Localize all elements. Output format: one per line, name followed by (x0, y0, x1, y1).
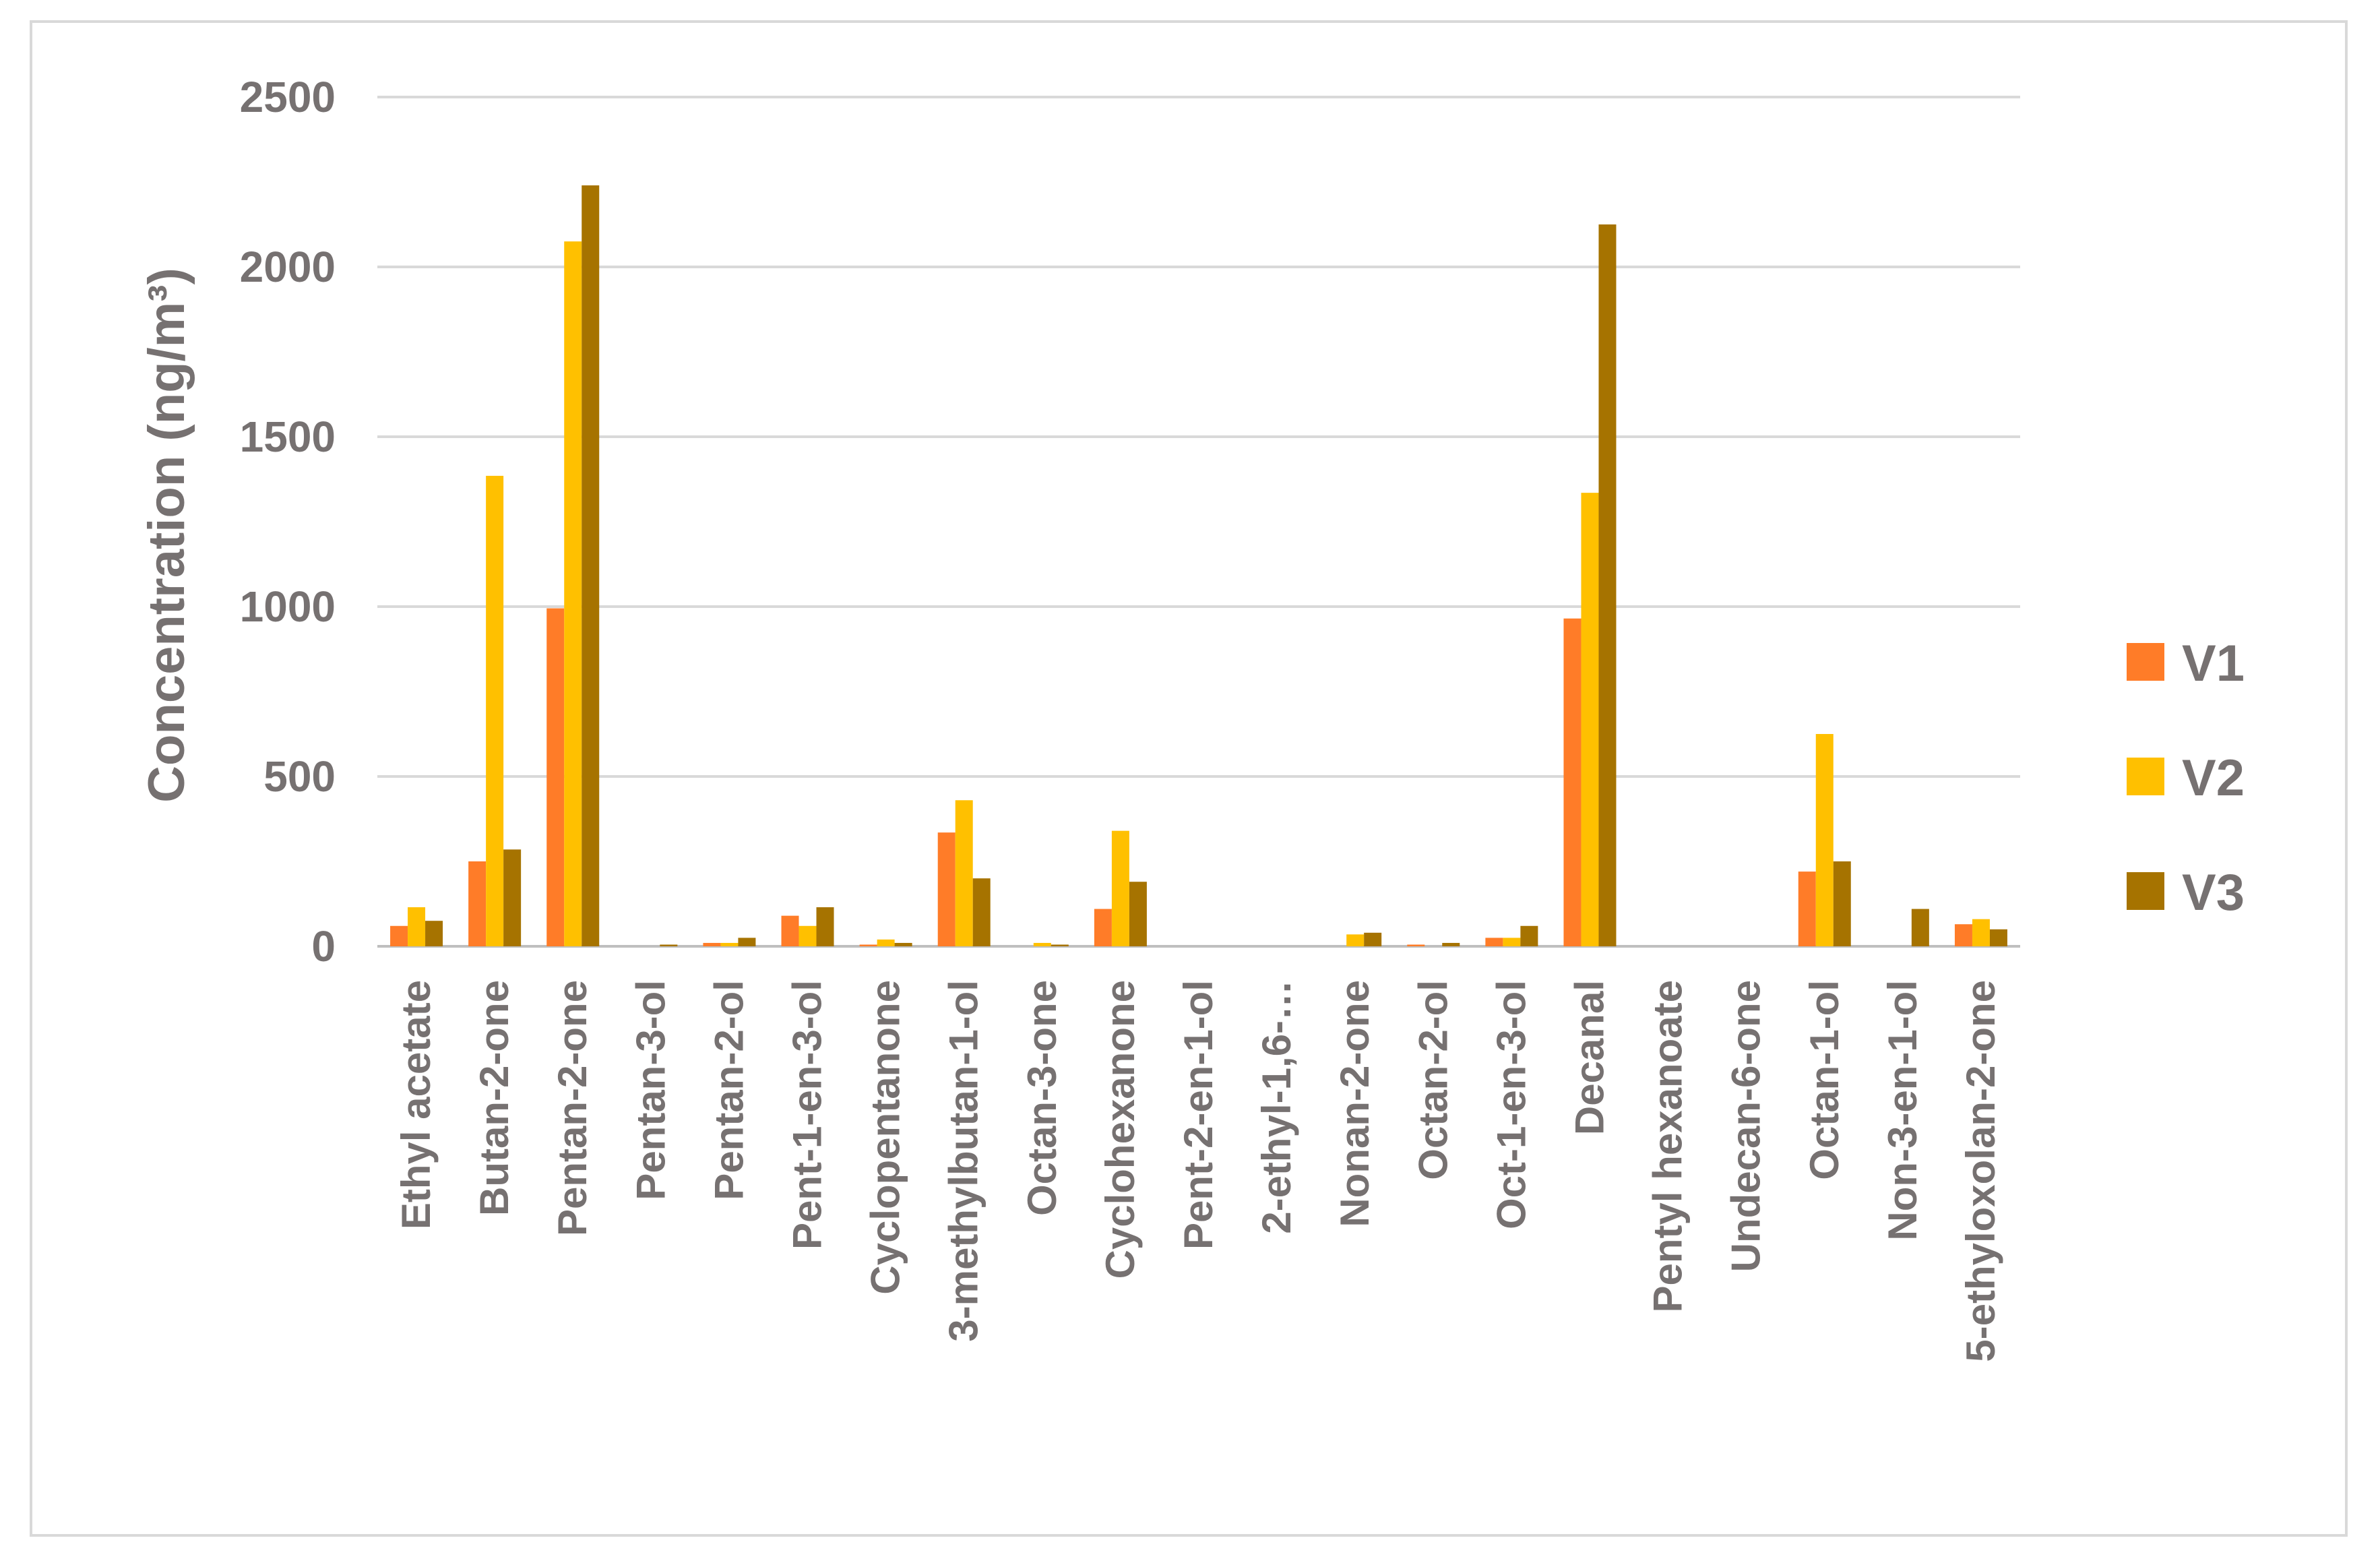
y-tick-label: 0 (311, 922, 336, 971)
bar-v1-9 (1094, 909, 1112, 946)
bar-v2-14 (1503, 938, 1521, 946)
x-tick-label: Pent-1-en-3-ol (785, 980, 830, 1250)
bar-v2-20 (1972, 919, 1990, 946)
bar-v1-18 (1798, 871, 1816, 946)
bar-v1-4 (703, 942, 721, 946)
bar-v2-6 (877, 939, 895, 946)
x-tick-label: Butan-2-one (472, 980, 517, 1216)
bar-v3-0 (425, 921, 443, 946)
legend-swatch-v1 (2127, 643, 2164, 681)
gridlines (377, 96, 2020, 948)
x-tick-label: 3-methylbutan-1-ol (941, 980, 987, 1342)
y-tick-label: 1500 (240, 412, 336, 461)
x-tick-label: Pentyl hexanoate (1646, 980, 1691, 1313)
bar-v3-15 (1598, 224, 1617, 946)
bar-v2-1 (486, 475, 504, 946)
bar-v1-15 (1563, 618, 1582, 946)
y-tick-labels: 0 500 1000 1500 2000 2500 (240, 73, 336, 971)
bar-chart: 0 500 1000 1500 2000 2500 Ethyl acetate Butan-… (138, 73, 2245, 1362)
bar-v1-7 (937, 832, 956, 946)
bar-v1-0 (390, 925, 408, 946)
x-tick-labels: Ethyl acetate Butan-2-one Pentan-2-one Pent… (394, 980, 2003, 1362)
y-tick-label: 500 (263, 752, 336, 801)
bar-v3-20 (1989, 929, 2007, 946)
bar-v3-2 (582, 185, 600, 946)
bar-v3-3 (660, 944, 678, 946)
x-tick-label: Pentan-2-one (550, 980, 595, 1236)
bar-v2-15 (1581, 493, 1599, 946)
bar-v2-7 (955, 800, 973, 946)
bar-v1-13 (1407, 944, 1425, 946)
y-tick-label: 1000 (240, 582, 336, 631)
x-tick-label: 5-ethyloxolan-2-one (1958, 980, 2003, 1362)
bar-v1-20 (1954, 924, 1972, 946)
bar-v2-4 (720, 942, 739, 946)
y-axis-title: Concentration (ng/m³) (138, 268, 195, 803)
bar-v2-8 (1033, 942, 1051, 946)
x-tick-label: Ethyl acetate (394, 980, 439, 1229)
bar-v3-18 (1833, 861, 1851, 946)
y-tick-label: 2000 (240, 243, 336, 291)
bar-v3-14 (1520, 925, 1538, 946)
legend-label-v1: V1 (2182, 635, 2245, 692)
bar-v3-12 (1364, 932, 1382, 946)
legend-label-v3: V3 (2182, 864, 2245, 921)
bar-v1-6 (859, 944, 877, 946)
bar-v3-7 (972, 878, 991, 946)
x-tick-label: Pentan-3-ol (628, 980, 673, 1200)
x-tick-label: Oct-1-en-3-ol (1489, 980, 1534, 1229)
bar-v1-14 (1485, 938, 1503, 946)
bar-v2-18 (1815, 734, 1834, 946)
legend-swatch-v2 (2127, 758, 2164, 795)
bar-v1-2 (546, 608, 565, 946)
bar-v2-12 (1346, 934, 1365, 946)
x-tick-label: 2-ethyl-1,6-… (1254, 980, 1299, 1234)
bar-v3-9 (1129, 882, 1147, 946)
y-tick-label: 2500 (240, 73, 336, 121)
bar-v2-2 (564, 241, 582, 947)
x-tick-label: Undecan-6-one (1724, 980, 1769, 1272)
bar-v3-6 (894, 942, 912, 946)
bar-v1-1 (468, 861, 487, 946)
bar-v3-1 (503, 849, 522, 946)
x-tick-label: Octan-3-one (1020, 980, 1065, 1216)
bar-v1-5 (781, 915, 799, 946)
legend-label-v2: V2 (2182, 749, 2245, 807)
x-tick-label: Octan-1-ol (1802, 980, 1847, 1180)
bar-v3-8 (1051, 944, 1069, 946)
bars (390, 185, 2007, 947)
x-tick-label: Cyclopentanone (863, 980, 908, 1295)
x-tick-label: Nonan-2-one (1332, 980, 1377, 1227)
bar-v2-5 (798, 925, 817, 946)
bar-v3-4 (738, 938, 756, 946)
bar-v3-5 (816, 907, 834, 946)
legend-swatch-v3 (2127, 872, 2164, 910)
bar-v3-13 (1442, 942, 1460, 946)
bar-v2-9 (1111, 830, 1129, 946)
bar-v3-19 (1911, 909, 1929, 946)
x-tick-label: Cyclohexanone (1098, 980, 1143, 1279)
legend: V1 V2 V3 (2127, 635, 2245, 921)
bar-v2-0 (408, 907, 426, 946)
x-tick-label: Decanal (1567, 980, 1612, 1135)
x-tick-label: Pent-2-en-1-ol (1176, 980, 1221, 1250)
x-tick-label: Non-3-en-1-ol (1880, 980, 1925, 1241)
chart-frame: 0 500 1000 1500 2000 2500 Ethyl acetate Butan-… (30, 20, 2348, 1537)
x-tick-label: Octan-2-ol (1410, 980, 1455, 1180)
x-tick-label: Pentan-2-ol (706, 980, 751, 1200)
